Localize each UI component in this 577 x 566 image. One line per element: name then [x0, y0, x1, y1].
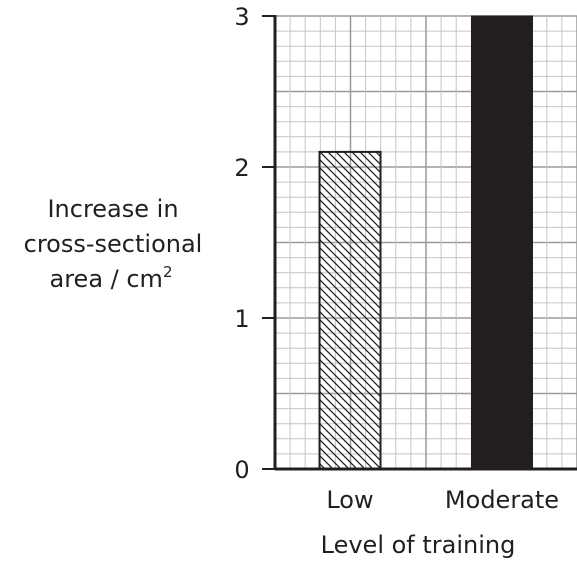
y-axis-title-line-2: cross-sectional	[24, 230, 203, 258]
x-tick-label-moderate: Moderate	[445, 486, 559, 514]
bars	[318, 15, 533, 470]
y-tick-label: 0	[234, 456, 249, 484]
x-tick-labels: Low Moderate	[326, 486, 559, 514]
y-axis-title-line-3: area / cm2	[50, 263, 173, 293]
y-tick-label: 3	[234, 3, 249, 31]
y-axis-title-line-1: Increase in	[47, 195, 178, 223]
y-axis-title-superscript: 2	[163, 263, 173, 281]
y-tick-label: 2	[234, 154, 249, 182]
x-axis-title: Level of training	[321, 531, 516, 559]
bar-low	[318, 150, 382, 470]
axes	[262, 15, 577, 471]
y-axis-title: Increase in cross-sectional area / cm2	[24, 195, 203, 293]
bar-moderate	[471, 15, 533, 470]
y-tick-label: 1	[234, 305, 249, 333]
x-tick-label-low: Low	[326, 486, 373, 514]
y-axis-title-unit: area / cm	[50, 265, 163, 293]
y-tick-labels: 0 1 2 3	[234, 3, 249, 484]
